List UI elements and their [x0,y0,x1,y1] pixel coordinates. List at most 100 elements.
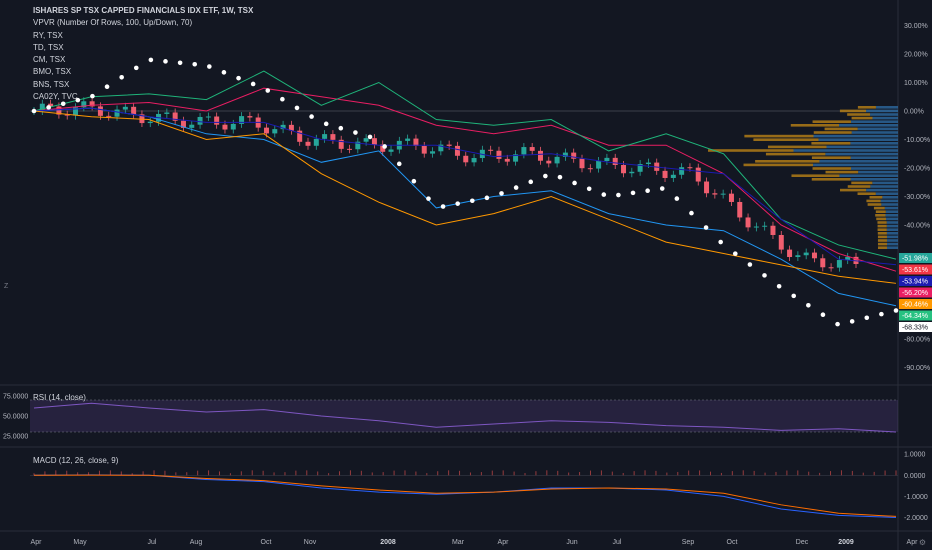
ca02y-dot [528,179,534,185]
macd-hist-bar [742,470,744,476]
candle-body [81,101,87,108]
candle-body [388,149,394,152]
candle-body [205,116,211,118]
candle-body [529,147,535,151]
ca02y-dot [60,101,66,107]
macd-hist-bar [229,473,231,476]
ca02y-dot [294,105,300,111]
macd-hist-bar [415,471,417,476]
volume-bar-up [886,217,898,221]
time-tick-label: Jul [148,539,157,546]
ca02y-dot [426,196,431,201]
candle-body [513,154,519,162]
ca02y-dot [133,65,139,71]
ca02y-dot [309,114,314,119]
macd-hist-bar [382,472,384,476]
rsi-label[interactable]: RSI (14, close) [33,393,86,402]
volume-bar-up [851,120,898,123]
legend-ca02y[interactable]: CA02Y, TVC [33,92,78,102]
volume-bar-down [877,232,887,235]
volume-bar-down [866,199,881,203]
price-tick-label: -30.00% [904,194,930,201]
ca02y-dot [119,74,124,80]
value-badge [899,322,932,332]
macd-hist-bar [88,472,90,476]
macd-label[interactable]: MACD (12, 26, close, 9) [33,456,119,465]
signal-line [33,474,897,517]
volume-bar-up [870,185,898,188]
symbol-title[interactable]: ISHARES SP TSX CAPPED FINANCIALS IDX ETF… [33,6,254,15]
macd-hist-bar [884,470,886,476]
ca02y-dot [849,319,855,324]
candle-body [413,138,419,146]
macd-hist-bar [459,470,461,476]
volume-bar-up [875,106,898,109]
ca02y-dot [207,64,212,69]
macd-hist-bar [469,472,471,476]
macd-hist-bar [611,471,613,476]
candle-body [820,258,826,268]
volume-bar-down [851,181,873,185]
candle-body [272,129,278,134]
volume-bar-down [873,206,885,210]
macd-hist-bar [491,470,493,476]
ca02y-dot [46,105,51,110]
ca02y-dot [543,173,548,179]
volume-bar-down [877,228,887,231]
macd-hist-bar [808,471,810,476]
candle-body [147,121,153,124]
macd-hist-bar [120,471,122,476]
volume-bar-down [708,149,794,152]
macd-tick-label: -2.0000 [904,515,928,522]
macd-hist-bar [775,471,777,476]
macd-hist-bar [513,471,515,476]
volume-bar-up [851,131,898,134]
gear-icon[interactable]: ⚙ [918,538,926,547]
volume-bar-down [813,131,852,134]
candle-body [463,155,469,163]
macd-hist-bar [644,470,646,476]
legend-ry[interactable]: RY, TSX [33,30,63,40]
value-badge-label: -51.98% [902,256,928,263]
macd-hist-bar [546,470,548,476]
legend-td[interactable]: TD, TSX [33,42,64,52]
macd-hist-bar [208,470,210,476]
candle-body [737,201,743,218]
time-tick-label: 2009 [838,539,854,546]
price-tick-label: 30.00% [904,23,928,30]
legend-vpvr[interactable]: VPVR (Number Of Rows, 100, Up/Down, 70) [33,18,193,28]
macd-hist-bar [98,470,100,476]
candle-body [438,144,444,152]
ca02y-dot [820,312,826,318]
ca02y-dot [630,190,636,196]
time-axis[interactable]: Apr May Jul Aug Oct Nov 2008 Mar Apr Jun Jul Sep Oct… [31,539,919,546]
ca02y-dot [747,262,753,267]
macd-tick-label: 0.0000 [904,473,926,480]
value-badge-label: -68.33% [902,325,928,332]
macd-hist-bar [786,470,788,476]
candle-body [380,144,386,152]
volume-bar-up [857,127,898,131]
candle-body [836,260,842,268]
legend-cm[interactable]: CM, TSX [33,55,66,65]
value-badge-label: -53.61% [902,267,928,274]
macd-hist-bar [720,472,722,476]
volume-bar-up [870,113,898,116]
price-axis[interactable]: 30.00% 20.00% 10.00% 0.00% -10.00% -20.00% -30… [3,23,930,522]
legend-bns[interactable]: BNS, TSX [33,79,70,89]
volume-bar-down [791,174,840,177]
legend-bmo[interactable]: BMO, TSX [33,67,72,77]
volume-bar-up [818,138,898,141]
ca02y-dot [718,239,723,245]
candle-body [845,256,851,261]
candle-body [122,106,128,110]
zoom-icon[interactable]: Z [4,283,9,290]
ca02y-dot [470,198,475,204]
ca02y-dot [75,97,81,103]
macd-hist-bar [764,472,766,476]
candle-body [621,164,627,174]
candle-body [587,168,593,170]
candle-body [546,160,552,164]
candle-body [263,127,269,134]
